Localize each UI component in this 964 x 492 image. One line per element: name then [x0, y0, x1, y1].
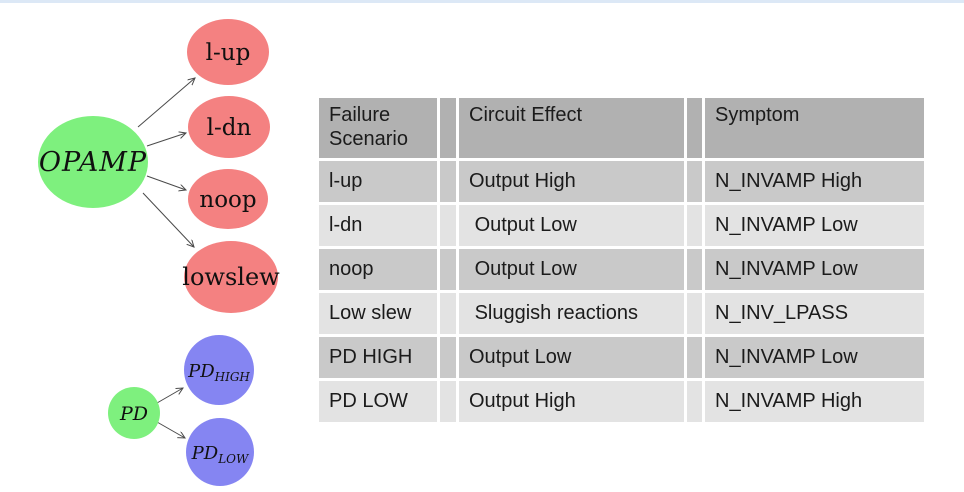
cell-circuit-effect: Output Low	[456, 334, 687, 381]
spacer-cell	[684, 202, 705, 249]
top-strip	[0, 0, 964, 3]
table-row: noop Output Low N_INVAMP Low	[316, 246, 927, 293]
node-l-dn-shape	[188, 96, 270, 158]
node-opamp-shape	[38, 116, 148, 208]
edge-opamp-lowslew	[142, 192, 194, 247]
cell-failure-scenario: l-up	[316, 158, 440, 205]
node-lowslew-shape	[184, 241, 278, 313]
node-pd-high-shape	[184, 335, 254, 405]
header-failure-scenario: Failure Scenario	[316, 95, 440, 161]
node-lowslew: lowslew	[182, 241, 280, 313]
node-noop-shape	[188, 169, 268, 229]
spacer-cell	[437, 246, 459, 293]
edge-opamp-noop	[146, 175, 186, 190]
cell-symptom: N_INVAMP Low	[702, 334, 927, 381]
cell-circuit-effect: Output Low	[456, 246, 687, 293]
cell-symptom: N_INV_LPASS	[702, 290, 927, 337]
cell-failure-scenario: l-dn	[316, 202, 440, 249]
node-pd-low: PDLOW	[186, 418, 254, 486]
node-l-up-label: l-up	[206, 40, 251, 66]
spacer-cell	[437, 95, 459, 161]
spacer-cell	[684, 290, 705, 337]
cell-failure-scenario: PD HIGH	[316, 334, 440, 381]
table-row: PD LOW Output High N_INVAMP High	[316, 378, 927, 425]
node-l-dn: l-dn	[188, 96, 270, 158]
node-pd-shape	[108, 387, 160, 439]
cell-circuit-effect: Sluggish reactions	[456, 290, 687, 337]
cell-failure-scenario: Low slew	[316, 290, 440, 337]
spacer-cell	[684, 95, 705, 161]
cell-circuit-effect: Output High	[456, 378, 687, 425]
node-opamp: OPAMP	[38, 116, 148, 208]
header-circuit-effect: Circuit Effect	[456, 95, 687, 161]
cell-failure-scenario: PD LOW	[316, 378, 440, 425]
edge-pd-pdlow	[156, 421, 185, 438]
node-l-up: l-up	[187, 19, 269, 85]
cell-symptom: N_INVAMP High	[702, 158, 927, 205]
node-pd-low-base: PD	[191, 443, 219, 464]
cell-symptom: N_INVAMP Low	[702, 246, 927, 293]
cell-circuit-effect: Output High	[456, 158, 687, 205]
node-pd-high-sub: HIGH	[214, 370, 251, 384]
table-row: l-up Output High N_INVAMP High	[316, 158, 927, 205]
node-pd-high-label: PDHIGH	[187, 361, 250, 384]
node-opamp-label: OPAMP	[39, 147, 147, 178]
edge-opamp-ldn	[146, 133, 186, 147]
spacer-cell	[684, 378, 705, 425]
spacer-cell	[684, 246, 705, 293]
spacer-cell	[437, 202, 459, 249]
node-noop: noop	[188, 169, 268, 229]
node-l-up-shape	[187, 19, 269, 85]
node-pd-low-sub: LOW	[217, 452, 250, 466]
cell-symptom: N_INVAMP Low	[702, 202, 927, 249]
cell-failure-scenario: noop	[316, 246, 440, 293]
node-pd-low-label: PDLOW	[191, 443, 250, 466]
table-row: PD HIGH Output Low N_INVAMP Low	[316, 334, 927, 381]
spacer-cell	[437, 334, 459, 381]
failure-scenario-table: Failure Scenario Circuit Effect Symptom …	[316, 95, 927, 425]
node-noop-label: noop	[199, 187, 256, 213]
edge-opamp-lup	[137, 78, 195, 128]
cell-symptom: N_INVAMP High	[702, 378, 927, 425]
fault-tree-diagram: OPAMP l-up l-dn noop lowslew PD PDHIGH P…	[38, 19, 280, 486]
node-pd-high-base: PD	[187, 361, 215, 382]
spacer-cell	[684, 334, 705, 381]
table-row: Low slew Sluggish reactions N_INV_LPASS	[316, 290, 927, 337]
table-row: l-dn Output Low N_INVAMP Low	[316, 202, 927, 249]
node-pd-high: PDHIGH	[184, 335, 254, 405]
node-pd-label: PD	[119, 403, 148, 425]
node-l-dn-label: l-dn	[207, 115, 252, 141]
node-pd: PD	[108, 387, 160, 439]
spacer-cell	[437, 158, 459, 205]
spacer-cell	[684, 158, 705, 205]
table-header-row: Failure Scenario Circuit Effect Symptom	[316, 95, 927, 161]
edge-pd-pdhigh	[156, 388, 183, 404]
spacer-cell	[437, 378, 459, 425]
header-symptom: Symptom	[702, 95, 927, 161]
spacer-cell	[437, 290, 459, 337]
node-pd-low-shape	[186, 418, 254, 486]
cell-circuit-effect: Output Low	[456, 202, 687, 249]
node-lowslew-label: lowslew	[182, 263, 280, 291]
